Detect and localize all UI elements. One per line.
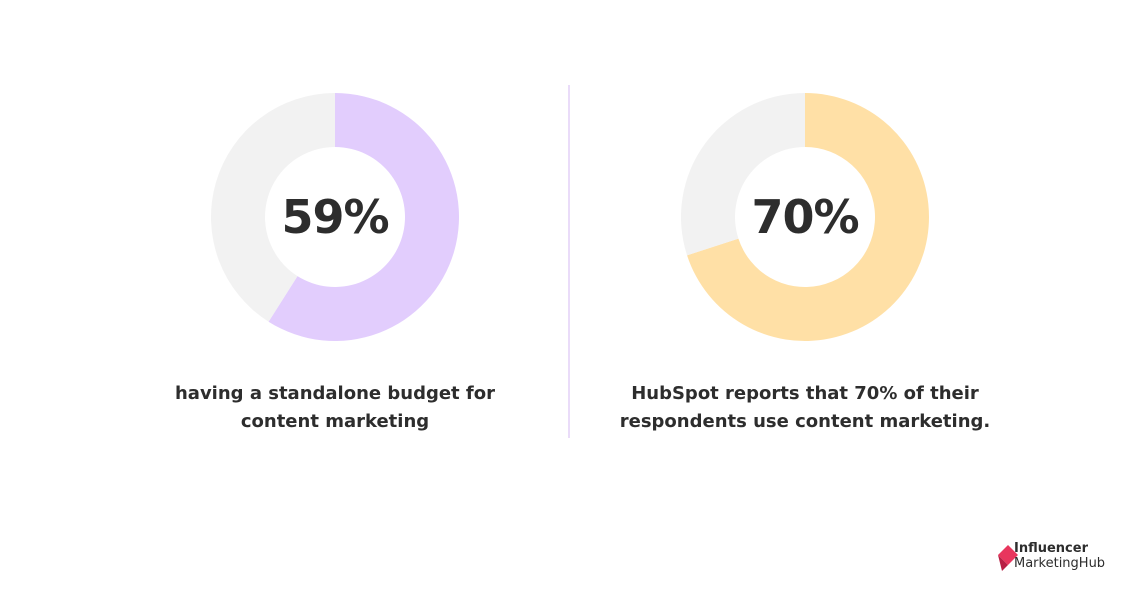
caption-usage: HubSpot reports that 70% of their respon… — [605, 380, 1005, 436]
donut-chart-budget: 59% — [210, 92, 460, 342]
logo-mark-icon — [998, 545, 1018, 571]
logo-line-2: MarketingHub — [1014, 556, 1106, 571]
logo-line-1: Influencer — [1014, 541, 1088, 556]
caption-usage-line-2: respondents use content marketing. — [619, 411, 991, 432]
caption-budget-line-1: having a standalone budget for — [174, 383, 495, 404]
logo-text: Influencer MarketingHub — [1014, 541, 1105, 571]
caption-budget-line-2: content marketing — [240, 411, 430, 432]
donut-slice-value — [268, 93, 460, 341]
influencer-marketing-hub-logo: Influencer MarketingHub — [998, 541, 1128, 575]
donut-slice-value — [687, 93, 929, 341]
donut-slice-remainder — [681, 93, 805, 256]
donut-svg-budget — [211, 93, 460, 341]
percentage-label-budget: 59% — [281, 190, 389, 244]
donut-slice-remainder — [211, 93, 335, 322]
percentage-label-usage: 70% — [751, 190, 859, 244]
vertical-divider — [568, 85, 570, 438]
caption-usage-line-1: HubSpot reports that 70% of their — [631, 383, 979, 404]
donut-svg-usage — [681, 93, 929, 341]
caption-budget: having a standalone budget for content m… — [150, 380, 520, 436]
donut-chart-usage: 70% — [680, 92, 930, 342]
